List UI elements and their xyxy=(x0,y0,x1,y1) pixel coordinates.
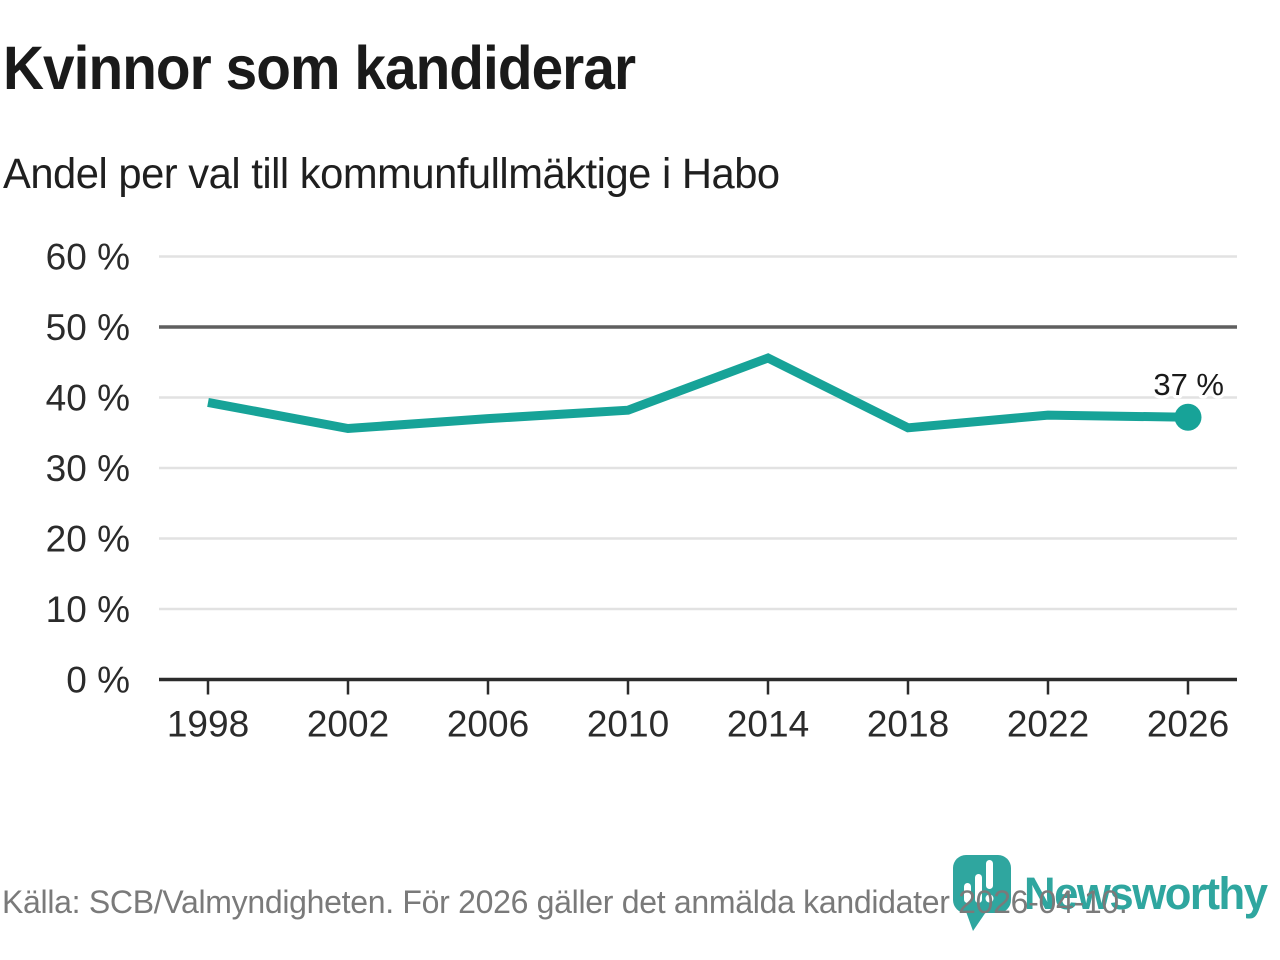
y-tick-label: 0 % xyxy=(66,660,130,701)
x-tick-label: 2022 xyxy=(1007,704,1089,745)
x-tick-label: 2006 xyxy=(447,704,529,745)
x-tick-label: 2014 xyxy=(727,704,809,745)
chart-subtitle: Andel per val till kommunfullmäktige i H… xyxy=(3,150,780,198)
y-tick-label: 40 % xyxy=(46,378,130,419)
y-tick-label: 10 % xyxy=(46,589,130,630)
x-tick-label: 2026 xyxy=(1147,704,1229,745)
y-tick-label: 30 % xyxy=(46,448,130,489)
x-tick-label: 1998 xyxy=(167,704,249,745)
page-title: Kvinnor som kandiderar xyxy=(3,34,636,102)
series-end-label: 37 % xyxy=(1153,367,1224,402)
source-note: Källa: SCB/Valmyndigheten. För 2026 gäll… xyxy=(2,884,1128,920)
series-end-dot xyxy=(1174,403,1202,431)
x-tick-label: 2002 xyxy=(307,704,389,745)
line-chart-svg: 0 % 10 % 20 % 30 % 40 % 50 % 60 % 1998 2002 2006 2… xyxy=(46,237,1237,745)
newsworthy-wordmark: Newsworthy xyxy=(1023,868,1268,919)
y-tick-label: 60 % xyxy=(46,237,130,278)
newsworthy-logo: Newsworthy xyxy=(952,854,1274,934)
line-chart: 0 % 10 % 20 % 30 % 40 % 50 % 60 % 1998 2002 2006 2… xyxy=(0,215,1280,760)
y-tick-label: 50 % xyxy=(46,307,130,348)
x-tick-label: 2010 xyxy=(587,704,669,745)
series-line xyxy=(207,353,1189,434)
x-tick-label: 2018 xyxy=(867,704,949,745)
y-tick-label: 20 % xyxy=(46,519,130,560)
newsworthy-pin-icon xyxy=(952,855,1011,931)
